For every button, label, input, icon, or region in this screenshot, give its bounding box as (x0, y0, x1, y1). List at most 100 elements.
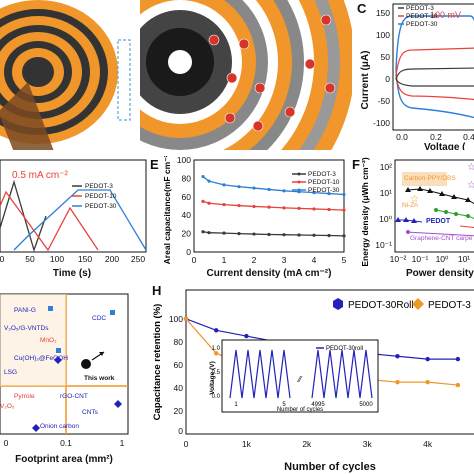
panel-f-ytick: 10⁰ (379, 214, 392, 224)
panel-h-xtick: 3k (363, 439, 373, 449)
panel-h-xtick: 4k (423, 439, 433, 449)
svg-text:☆: ☆ (410, 194, 419, 205)
panel-h-label: H (152, 283, 161, 298)
panel-d-legend-item: PEDOT-3 (85, 183, 113, 190)
panel-g-annotation: V₂O₅/G-VNTDs (4, 325, 49, 332)
panel-f-xtick: 10⁻¹ (412, 254, 429, 264)
panel-h-data-point (183, 316, 189, 321)
panel-e-data-point (267, 232, 271, 237)
panel-e-data-point (207, 201, 211, 205)
panel-g-annotation: CDC (92, 315, 106, 322)
panel-e-data-point (201, 199, 205, 203)
panel-g-annotation: Cu(OH)₂@FeOOH (14, 355, 68, 362)
panel-f-ytick: 10² (380, 162, 392, 172)
panel-e-data-point (201, 230, 205, 234)
panel-g-xtick: 0 (4, 438, 9, 448)
panel-e-data-point (252, 186, 256, 190)
panel-h-xlabel: Number of cycles (284, 461, 376, 473)
panel-d-xtick: 150 (78, 254, 92, 264)
panel-d-xtick: 200 (105, 254, 119, 264)
panel-h-inset-xlabel: Number of cycles (277, 407, 323, 413)
panel-c-xtick: 0.4 (463, 132, 474, 142)
panel-e-xtick: 1 (222, 255, 227, 265)
panel-d-current-annotation: 0.5 mA cm⁻² (12, 170, 69, 181)
panel-c-legend-item: PEDOT-30 (406, 21, 438, 28)
panel-c-scanrate: 100 mV (430, 10, 461, 20)
panel-d-xtick: 50 (25, 254, 35, 264)
panel-e-data-point (282, 206, 286, 210)
panel-h-data-point (395, 354, 400, 359)
panel-e-data-point (312, 207, 316, 211)
panel-f-xtick: 10¹ (458, 254, 470, 264)
panel-c-ytick: -50 (378, 96, 391, 106)
panel-e-data-point (237, 185, 241, 189)
panel-e-xtick: 5 (342, 255, 347, 265)
panel-c-ylabel: Current (μA) (360, 51, 371, 110)
panel-d-legend-item: PEDOT-30 (85, 203, 117, 210)
panel-g-annotation: LSG (4, 369, 17, 376)
panel-d-xlabel: Time (s) (53, 268, 91, 279)
panel-c-xtick: 0.2 (430, 132, 442, 142)
panel-h-ytick: 20 (174, 406, 184, 416)
panel-e-data-point (297, 206, 301, 210)
panel-h-inset-ylabel: Voltage (V) (209, 361, 216, 394)
panel-c-ytick: 150 (376, 8, 390, 18)
panel-e-ytick: 60 (182, 192, 192, 202)
panel-a-illustration (0, 0, 140, 150)
panel-e-ytick: 20 (182, 229, 192, 239)
panel-e-ytick: 40 (182, 210, 192, 220)
panel-e-legend-item: PEDOT-10 (308, 179, 340, 186)
panel-h-xtick: 0 (184, 439, 189, 449)
panel-h-legend-item: PEDOT-3 (428, 300, 471, 311)
panel-h-inset-ytick: 0.0 (212, 394, 221, 400)
panel-h-inset-xtick: 4995 (311, 402, 325, 408)
panel-h-ytick: 40 (174, 383, 184, 393)
panel-h-data-point (425, 356, 430, 362)
panel-g-xtick: 1 (120, 438, 125, 448)
panel-e-xtick: 0 (192, 255, 197, 265)
panel-e-data-point (222, 231, 226, 235)
panel-h-data-point (455, 382, 461, 388)
panel-e-data-point (252, 204, 256, 209)
panel-e-data-point (282, 233, 286, 237)
panel-h-inset-legend: PEDOT-30roll (326, 346, 363, 352)
panel-e-data-point (342, 192, 346, 197)
panel-g-annotation: PANI-G (14, 307, 36, 314)
panel-e-data-point (207, 231, 211, 235)
panel-e-ylabel: Areal capacitance(mF cm⁻²) (162, 156, 172, 264)
panel-h-legend-item: PEDOT-30Roll (348, 300, 414, 311)
panel-h-ytick: 60 (174, 360, 184, 370)
panel-h-data-point (395, 379, 400, 385)
panel-e-data-point (267, 205, 271, 209)
panel-h-xtick: 2k (302, 439, 312, 449)
panel-e-data-point (327, 191, 331, 196)
panel-f-ytick: 10⁻¹ (375, 240, 392, 250)
panel-g-annotation: rGO-CNT (60, 393, 88, 400)
panel-c-xtick: 0.0 (396, 132, 408, 142)
panel-b-illustration: B (140, 0, 352, 150)
panel-h-cycling: H Capacitance retention (%) 100806040200… (152, 283, 474, 473)
panel-e-ytick: 80 (182, 173, 192, 183)
panel-e-data-point (237, 203, 241, 208)
panel-e-data-point (267, 187, 271, 192)
panel-e-xlabel: Current density (mA cm⁻²) (207, 268, 332, 279)
panel-h-data-point (214, 351, 219, 356)
panel-e-data-point (237, 232, 241, 236)
panel-g-annotation: MnO₂ (40, 337, 57, 344)
panel-d-xtick: 100 (50, 254, 64, 264)
panel-e-legend-item: PEDOT-3 (308, 171, 336, 178)
panel-f-ragone: F Energy density (μWh cm⁻²) 10² 10¹ 10⁰ … (352, 157, 474, 279)
panel-h-inset-xtick: 1 (234, 402, 238, 408)
panel-g-annotation: Pyrrole (14, 393, 35, 400)
panel-h-data-point (244, 333, 249, 339)
panel-e-xtick: 3 (282, 255, 287, 265)
panel-h-inset: Voltage (V) 1.0 0.5 0.0 ⁄⁄ PEDOT-30roll … (209, 339, 379, 413)
panel-h-inset-xtick: 5 (282, 402, 286, 408)
panel-f-annotation: Carbon-PPY/DBS (404, 175, 456, 182)
svg-text:☆: ☆ (467, 162, 474, 173)
panel-f-xtick: 10⁰ (436, 254, 449, 264)
panel-f-xlabel: Power density ( (406, 268, 474, 279)
panel-f-annotation: Graphene-CNT carpe (410, 235, 473, 242)
panel-f-annotation: PEDOT (426, 218, 451, 225)
panel-e-data-point (342, 208, 346, 212)
